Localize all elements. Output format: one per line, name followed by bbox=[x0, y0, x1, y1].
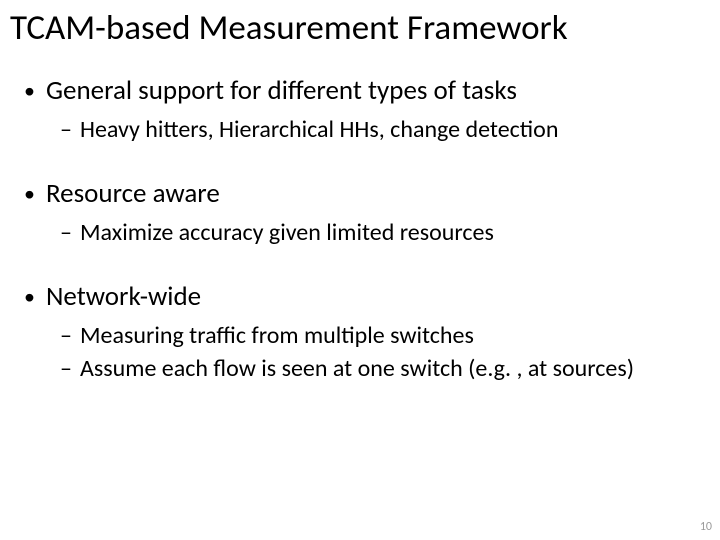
level2-text: Assume each flow is seen at one switch (… bbox=[80, 353, 634, 384]
level1-text: General support for different types of t… bbox=[46, 74, 517, 108]
dash-icon: – bbox=[60, 353, 80, 384]
level1-item: • Network-wide bbox=[24, 280, 710, 314]
level2-item: – Assume each flow is seen at one switch… bbox=[60, 353, 710, 384]
bullet-icon: • bbox=[24, 286, 46, 308]
slide: TCAM-based Measurement Framework • Gener… bbox=[0, 0, 720, 540]
dash-icon: – bbox=[60, 320, 80, 351]
level2-item: – Maximize accuracy given limited resour… bbox=[60, 217, 710, 248]
bullet-group-1: • General support for different types of… bbox=[10, 74, 710, 145]
bullet-group-3: • Network-wide – Measuring traffic from … bbox=[10, 280, 710, 384]
bullet-icon: • bbox=[24, 80, 46, 102]
level2-text: Maximize accuracy given limited resource… bbox=[80, 217, 494, 248]
level2-item: – Measuring traffic from multiple switch… bbox=[60, 320, 710, 351]
slide-title: TCAM-based Measurement Framework bbox=[10, 8, 710, 48]
level1-item: • Resource aware bbox=[24, 177, 710, 211]
dash-icon: – bbox=[60, 114, 80, 145]
level2-text: Heavy hitters, Hierarchical HHs, change … bbox=[80, 114, 558, 145]
level2-text: Measuring traffic from multiple switches bbox=[80, 320, 474, 351]
level1-item: • General support for different types of… bbox=[24, 74, 710, 108]
bullet-group-2: • Resource aware – Maximize accuracy giv… bbox=[10, 177, 710, 248]
bullet-icon: • bbox=[24, 183, 46, 205]
page-number: 10 bbox=[700, 520, 712, 534]
dash-icon: – bbox=[60, 217, 80, 248]
level1-text: Network-wide bbox=[46, 280, 201, 314]
level2-item: – Heavy hitters, Hierarchical HHs, chang… bbox=[60, 114, 710, 145]
level1-text: Resource aware bbox=[46, 177, 220, 211]
